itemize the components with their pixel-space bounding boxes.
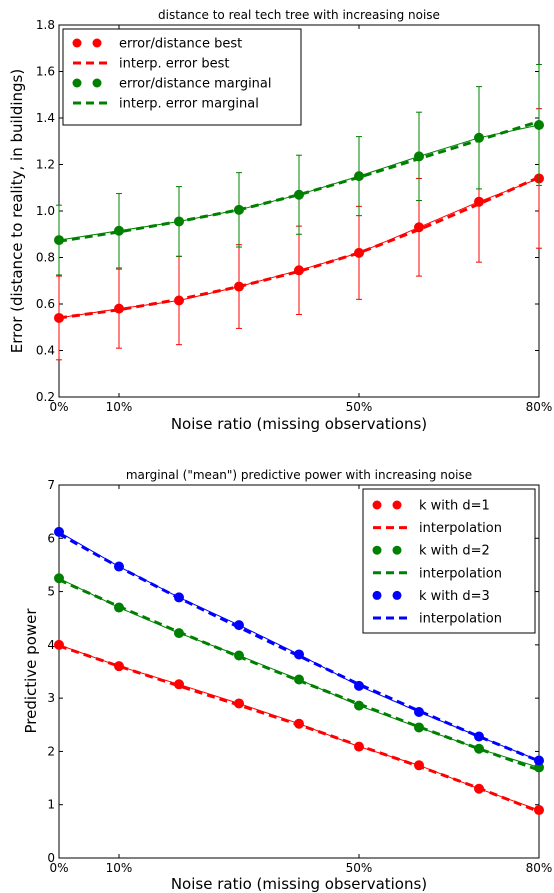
axis-ticks: 0% 10% 50% 80% 0.2 0.4 0.6 0.8 1.0 1.2 1.4 1.6 1.8 [36,18,552,414]
x-tick-label: 50% [346,400,373,414]
x-tick-label: 10% [106,861,133,875]
data-point [114,303,124,314]
chart-predictive-power: marginal ("mean") predictive power with … [22,468,552,893]
legend-swatch-marker [72,78,82,88]
legend-label: k with d=1 [419,499,490,514]
legend-label: interp. error marginal [119,97,259,112]
legend-label: error/distance best [119,37,242,52]
y-tick-label: 1 [47,798,55,812]
legend-items: error/distance best interp. error best err… [72,37,272,112]
chart-error-distance: distance to real tech tree with increasi… [8,8,552,433]
series-dashed-line [58,532,540,763]
x-tick-label: 80% [526,400,553,414]
y-tick-label: 1.6 [36,65,55,79]
chart-title: marginal ("mean") predictive power with … [126,468,472,482]
data-point [534,755,544,766]
chart-title: distance to real tech tree with increasi… [158,8,440,22]
legend-label: interpolation [419,612,502,627]
legend-swatch-marker [372,500,382,510]
y-axis-label: Predictive power [22,608,40,734]
y-tick-label: 1.8 [36,18,55,32]
y-tick-label: 0.8 [36,251,55,265]
y-tick-label: 7 [47,478,55,492]
legend-swatch-marker [372,590,382,600]
y-tick-label: 1.4 [36,111,55,125]
legend-swatch-marker [392,545,402,555]
x-axis-label: Noise ratio (missing observations) [171,415,427,433]
series-dashed-line [58,578,540,772]
y-tick-label: 0.4 [36,344,55,358]
y-tick-label: 0.2 [36,390,55,404]
legend-label: interpolation [419,566,502,581]
data-point [534,119,544,130]
legend-swatch-marker [392,500,402,510]
legend-swatch-marker [372,545,382,555]
chart-marks [54,526,544,816]
legend: k with d=1 interpolation k with d=2 interpo… [362,488,536,634]
legend: error/distance best interp. error best err… [62,28,302,126]
y-tick-label: 0.6 [36,297,55,311]
axis-ticks: 0% 10% 50% 80% 0 1 2 3 4 5 6 7 [47,478,552,875]
legend-items: k with d=1 interpolation k with d=2 interpo… [372,499,502,627]
x-tick-label: 0% [49,861,68,875]
y-tick-label: 1.0 [36,204,55,218]
y-tick-label: 0 [47,851,55,865]
legend-swatch-marker [392,590,402,600]
y-tick-label: 1.2 [36,158,55,172]
x-tick-label: 50% [346,861,373,875]
legend-label: interp. error best [119,57,230,72]
legend-label: error/distance marginal [119,77,272,92]
y-tick-label: 3 [47,691,55,705]
x-tick-label: 0% [49,400,68,414]
y-tick-label: 5 [47,585,55,599]
x-tick-label: 10% [106,400,133,414]
series-dashed-line [58,644,540,813]
legend-box [362,488,536,634]
x-tick-label: 80% [526,861,553,875]
legend-label: interpolation [419,521,502,536]
legend-box [62,28,302,126]
legend-swatch-marker [92,78,102,88]
series-dashed-line [58,175,540,320]
x-axis-label: Noise ratio (missing observations) [171,875,427,893]
data-point [114,225,124,236]
y-axis-label: Error (distance to reality, in buildings… [8,69,26,353]
legend-label: k with d=2 [419,544,490,559]
series-dashed-line [58,120,540,243]
y-tick-label: 2 [47,744,55,758]
y-tick-label: 4 [47,638,55,652]
legend-swatch-marker [72,38,82,48]
y-tick-label: 6 [47,531,55,545]
legend-label: k with d=3 [419,589,490,604]
legend-swatch-marker [92,38,102,48]
chart-marks [54,64,544,361]
